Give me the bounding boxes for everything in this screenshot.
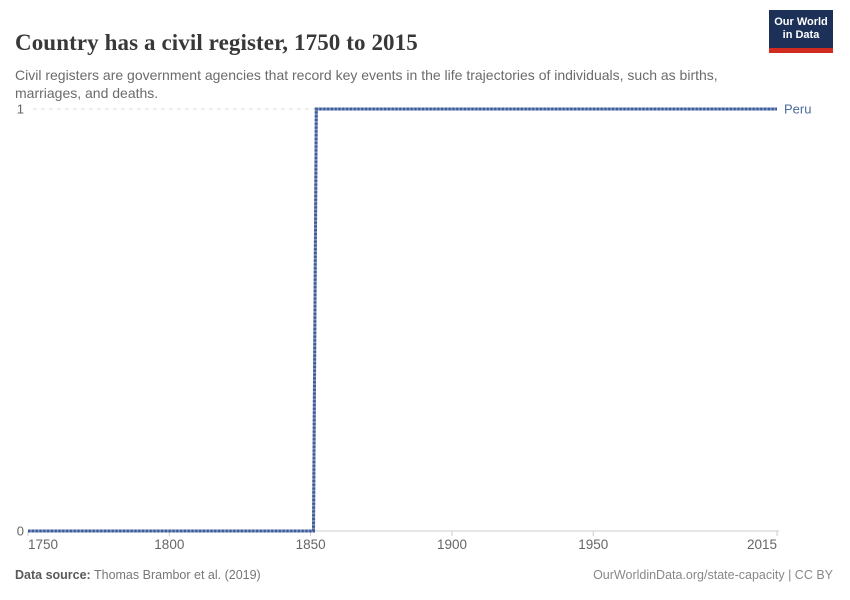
series-line-base-peru[interactable]: [28, 107, 777, 533]
chart-footer: Data source: Thomas Brambor et al. (2019…: [15, 568, 833, 582]
y-axis-tick-label-1: 1: [17, 102, 24, 117]
data-source-value: Thomas Brambor et al. (2019): [93, 568, 261, 582]
x-axis-tick-label-1800: 1800: [154, 537, 184, 552]
chart-subtitle: Civil registers are government agencies …: [15, 67, 718, 101]
series-line-markers-peru[interactable]: [28, 107, 777, 533]
x-axis-tick-label-2015: 2015: [747, 537, 777, 552]
x-axis-tick-label-1900: 1900: [437, 537, 467, 552]
x-axis-tick-label-1750: 1750: [28, 537, 58, 552]
owid-logo-line1: Our World: [774, 16, 828, 28]
license-link[interactable]: OurWorldinData.org/state-capacity | CC B…: [593, 568, 833, 582]
x-axis-tick-label-1950: 1950: [578, 537, 608, 552]
owid-logo[interactable]: Our World in Data: [769, 10, 833, 53]
owid-logo-line2: in Data: [782, 29, 820, 41]
x-axis-tick-label-1850: 1850: [296, 537, 326, 552]
data-source-note: Data source: Thomas Brambor et al. (2019…: [15, 568, 261, 582]
data-source-label: Data source:: [15, 568, 91, 582]
chart-title: Country has a civil register, 1750 to 20…: [15, 30, 418, 56]
series-label-peru[interactable]: Peru: [784, 102, 811, 117]
y-axis-tick-label-0: 0: [17, 524, 24, 539]
